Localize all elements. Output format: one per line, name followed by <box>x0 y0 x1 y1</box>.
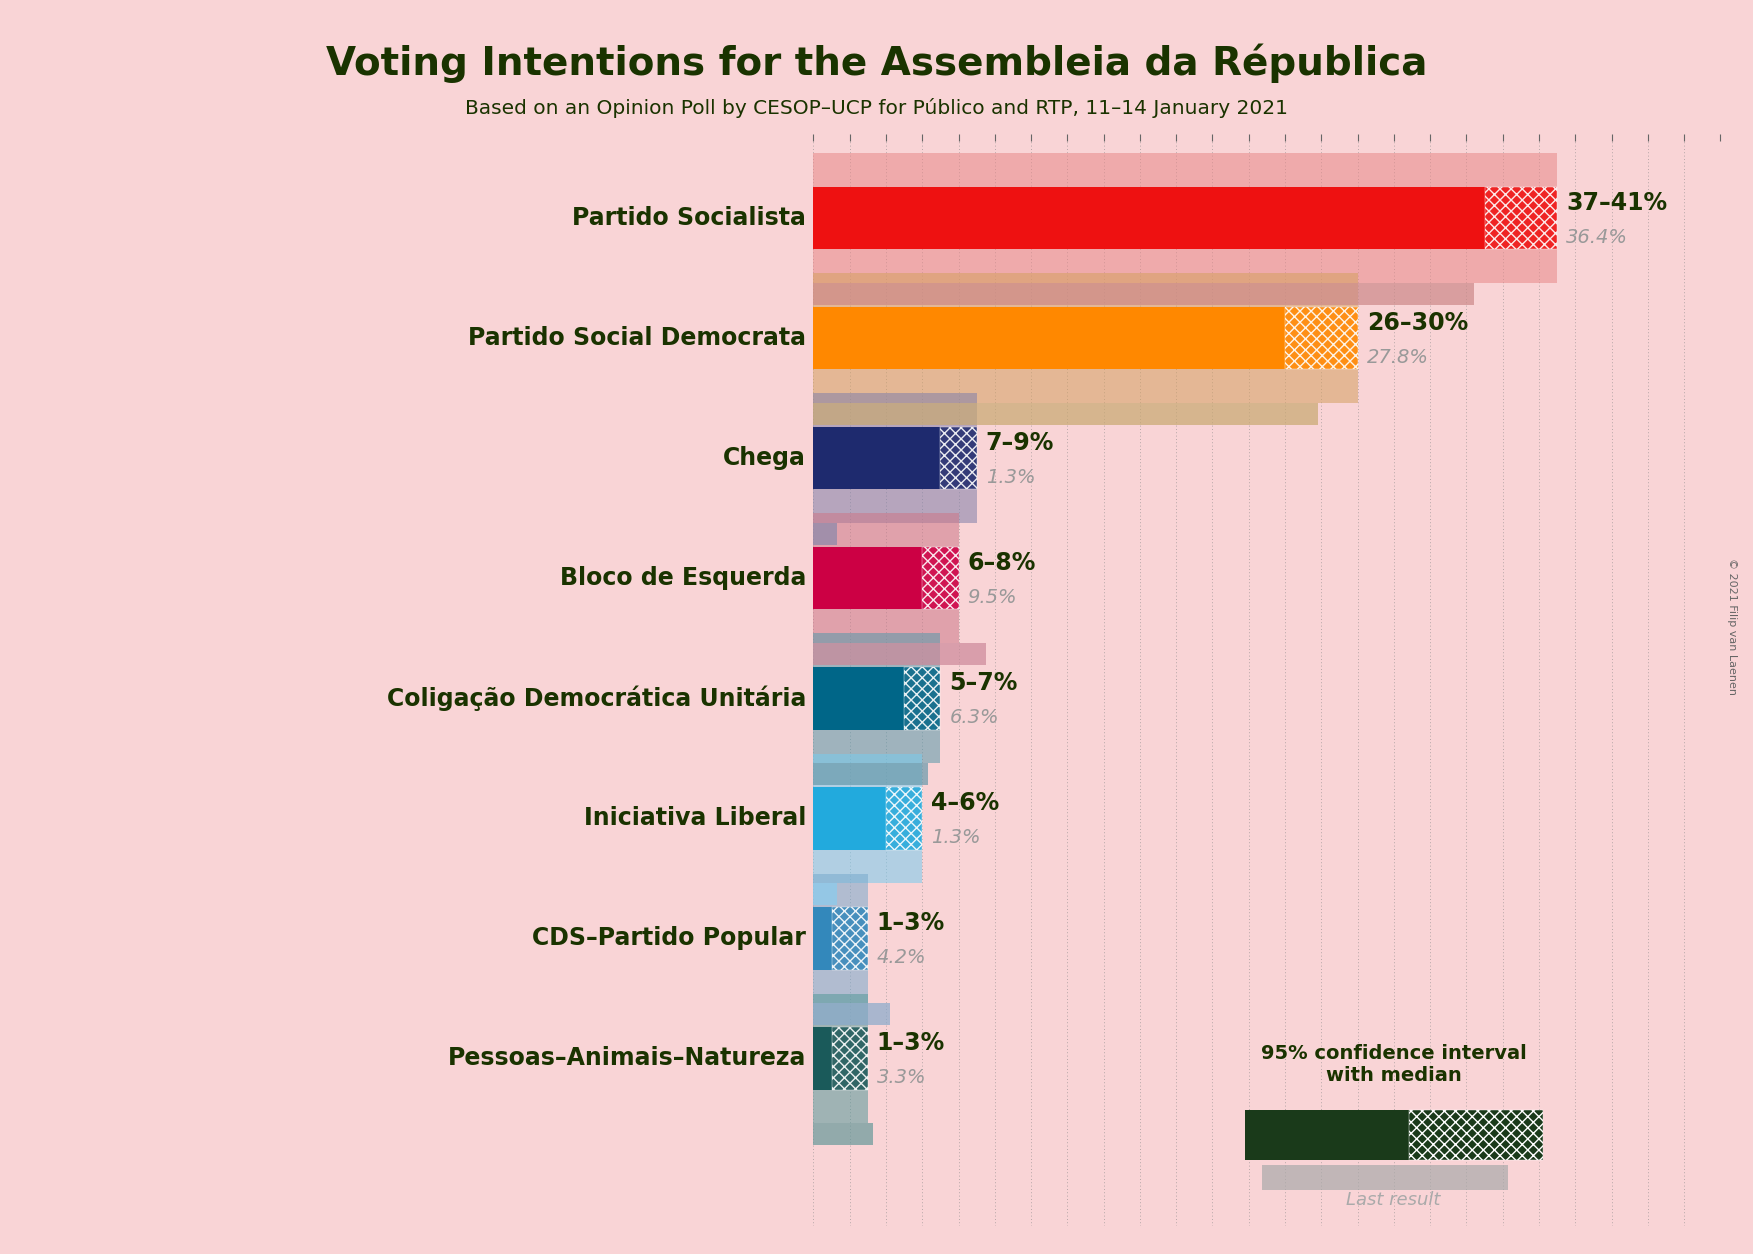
Bar <box>813 307 1285 370</box>
Bar <box>813 250 1557 283</box>
Text: 37–41%: 37–41% <box>1565 191 1667 214</box>
Bar <box>813 283 1474 305</box>
Bar <box>922 547 959 609</box>
Bar <box>813 273 1357 307</box>
Text: © 2021 Filip van Laenen: © 2021 Filip van Laenen <box>1727 558 1737 696</box>
Bar <box>813 153 1557 187</box>
Text: Partido Socialista: Partido Socialista <box>571 206 806 231</box>
Bar <box>813 730 940 764</box>
Bar <box>813 187 1485 250</box>
Text: 27.8%: 27.8% <box>1367 347 1429 367</box>
Bar <box>1408 1110 1543 1160</box>
Text: 5–7%: 5–7% <box>950 671 1018 695</box>
Bar <box>813 849 922 883</box>
Text: 36.4%: 36.4% <box>1565 228 1629 247</box>
Bar <box>813 394 976 428</box>
Bar <box>813 1027 831 1090</box>
Bar <box>813 370 1357 403</box>
Bar <box>813 1124 873 1145</box>
Bar <box>813 764 927 785</box>
Bar <box>831 907 868 969</box>
Bar <box>813 547 922 609</box>
Bar <box>813 874 868 907</box>
Text: 6.3%: 6.3% <box>950 709 999 727</box>
Text: CDS–Partido Popular: CDS–Partido Popular <box>533 927 806 951</box>
Bar <box>1245 1110 1408 1160</box>
Bar <box>813 428 940 489</box>
Text: 7–9%: 7–9% <box>985 430 1054 455</box>
Text: 1–3%: 1–3% <box>876 1031 945 1055</box>
Bar <box>905 667 940 730</box>
Text: 1.3%: 1.3% <box>985 468 1036 487</box>
Text: Voting Intentions for the Assembleia da Républica: Voting Intentions for the Assembleia da … <box>326 44 1427 83</box>
Text: Last result: Last result <box>1346 1191 1441 1209</box>
Bar <box>813 883 836 905</box>
Bar <box>885 788 922 849</box>
Text: Pessoas–Animais–Natureza: Pessoas–Animais–Natureza <box>447 1046 806 1071</box>
Text: 9.5%: 9.5% <box>968 588 1017 607</box>
Bar <box>1485 187 1557 250</box>
Text: 3.3%: 3.3% <box>876 1068 926 1087</box>
Text: 1.3%: 1.3% <box>931 828 980 846</box>
Bar <box>813 633 940 667</box>
Text: 4.2%: 4.2% <box>876 948 926 967</box>
Bar <box>813 523 836 544</box>
Bar <box>813 788 885 849</box>
Text: 26–30%: 26–30% <box>1367 311 1467 335</box>
Text: Based on an Opinion Poll by CESOP–UCP for Público and RTP, 11–14 January 2021: Based on an Opinion Poll by CESOP–UCP fo… <box>465 98 1288 118</box>
Bar <box>813 1003 889 1025</box>
Bar <box>1285 307 1357 370</box>
Bar <box>813 513 959 547</box>
Bar <box>813 403 1318 425</box>
Bar <box>813 993 868 1027</box>
Bar <box>813 907 831 969</box>
Bar <box>831 1027 868 1090</box>
Text: 6–8%: 6–8% <box>968 551 1036 574</box>
Bar <box>813 609 959 643</box>
Bar <box>813 667 905 730</box>
Text: Bloco de Esquerda: Bloco de Esquerda <box>559 567 806 591</box>
Text: Iniciativa Liberal: Iniciativa Liberal <box>584 806 806 830</box>
Text: 4–6%: 4–6% <box>931 791 999 815</box>
Bar <box>813 489 976 523</box>
Text: Coligação Democrática Unitária: Coligação Democrática Unitária <box>387 686 806 711</box>
Text: Chega: Chega <box>724 446 806 470</box>
Bar <box>813 754 922 788</box>
Text: 1–3%: 1–3% <box>876 910 945 934</box>
Bar <box>940 428 976 489</box>
Bar <box>813 1090 868 1124</box>
Bar <box>813 643 985 665</box>
Text: 95% confidence interval
with median: 95% confidence interval with median <box>1260 1043 1527 1085</box>
Text: Partido Social Democrata: Partido Social Democrata <box>468 326 806 350</box>
Bar <box>813 969 868 1003</box>
